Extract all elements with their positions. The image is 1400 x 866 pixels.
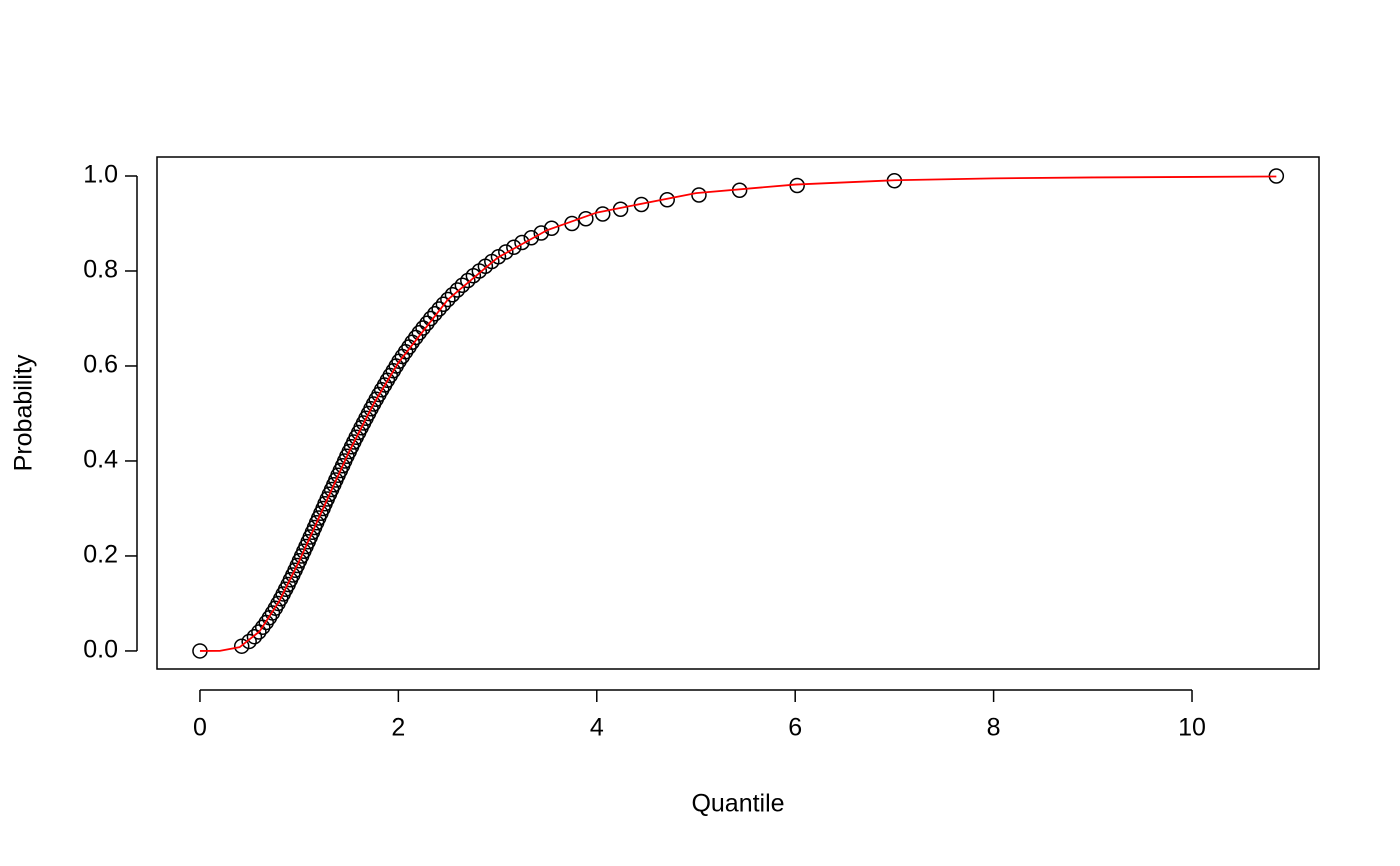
point xyxy=(241,633,257,650)
point xyxy=(422,310,439,327)
point xyxy=(460,272,476,289)
point xyxy=(594,206,611,222)
point xyxy=(246,628,263,645)
point xyxy=(444,286,461,303)
point xyxy=(449,282,466,298)
x-axis-label: Quantile xyxy=(691,790,784,818)
point xyxy=(415,320,431,336)
point xyxy=(523,229,540,246)
y-tick-label: 1.0 xyxy=(83,161,118,189)
point xyxy=(454,277,471,293)
point xyxy=(233,638,250,654)
point xyxy=(407,329,424,346)
x-tick-label: 10 xyxy=(1178,714,1206,742)
point xyxy=(543,220,560,236)
point xyxy=(533,225,549,241)
x-tick-label: 0 xyxy=(193,714,207,742)
point xyxy=(498,244,514,260)
y-tick-label: 0.2 xyxy=(83,541,118,569)
point xyxy=(427,305,443,322)
point xyxy=(431,301,447,317)
y-tick-label: 0.6 xyxy=(83,351,118,379)
point xyxy=(440,291,456,308)
y-tick-label: 0.0 xyxy=(83,636,118,664)
x-tick-label: 2 xyxy=(391,714,405,742)
point xyxy=(691,187,707,203)
y-tick-label: 0.4 xyxy=(83,446,118,474)
x-tick-label: 8 xyxy=(987,714,1001,742)
y-axis-label: Probability xyxy=(10,354,38,471)
curve xyxy=(199,175,1277,652)
point xyxy=(251,624,267,640)
point xyxy=(514,234,530,251)
x-tick-label: 6 xyxy=(788,714,802,742)
point xyxy=(435,296,452,312)
x-tick-label: 4 xyxy=(590,714,604,742)
point xyxy=(404,334,420,350)
point xyxy=(419,315,435,331)
y-tick-label: 0.8 xyxy=(83,256,118,284)
plot-frame xyxy=(156,156,1320,670)
point xyxy=(506,239,522,255)
point xyxy=(411,324,428,341)
